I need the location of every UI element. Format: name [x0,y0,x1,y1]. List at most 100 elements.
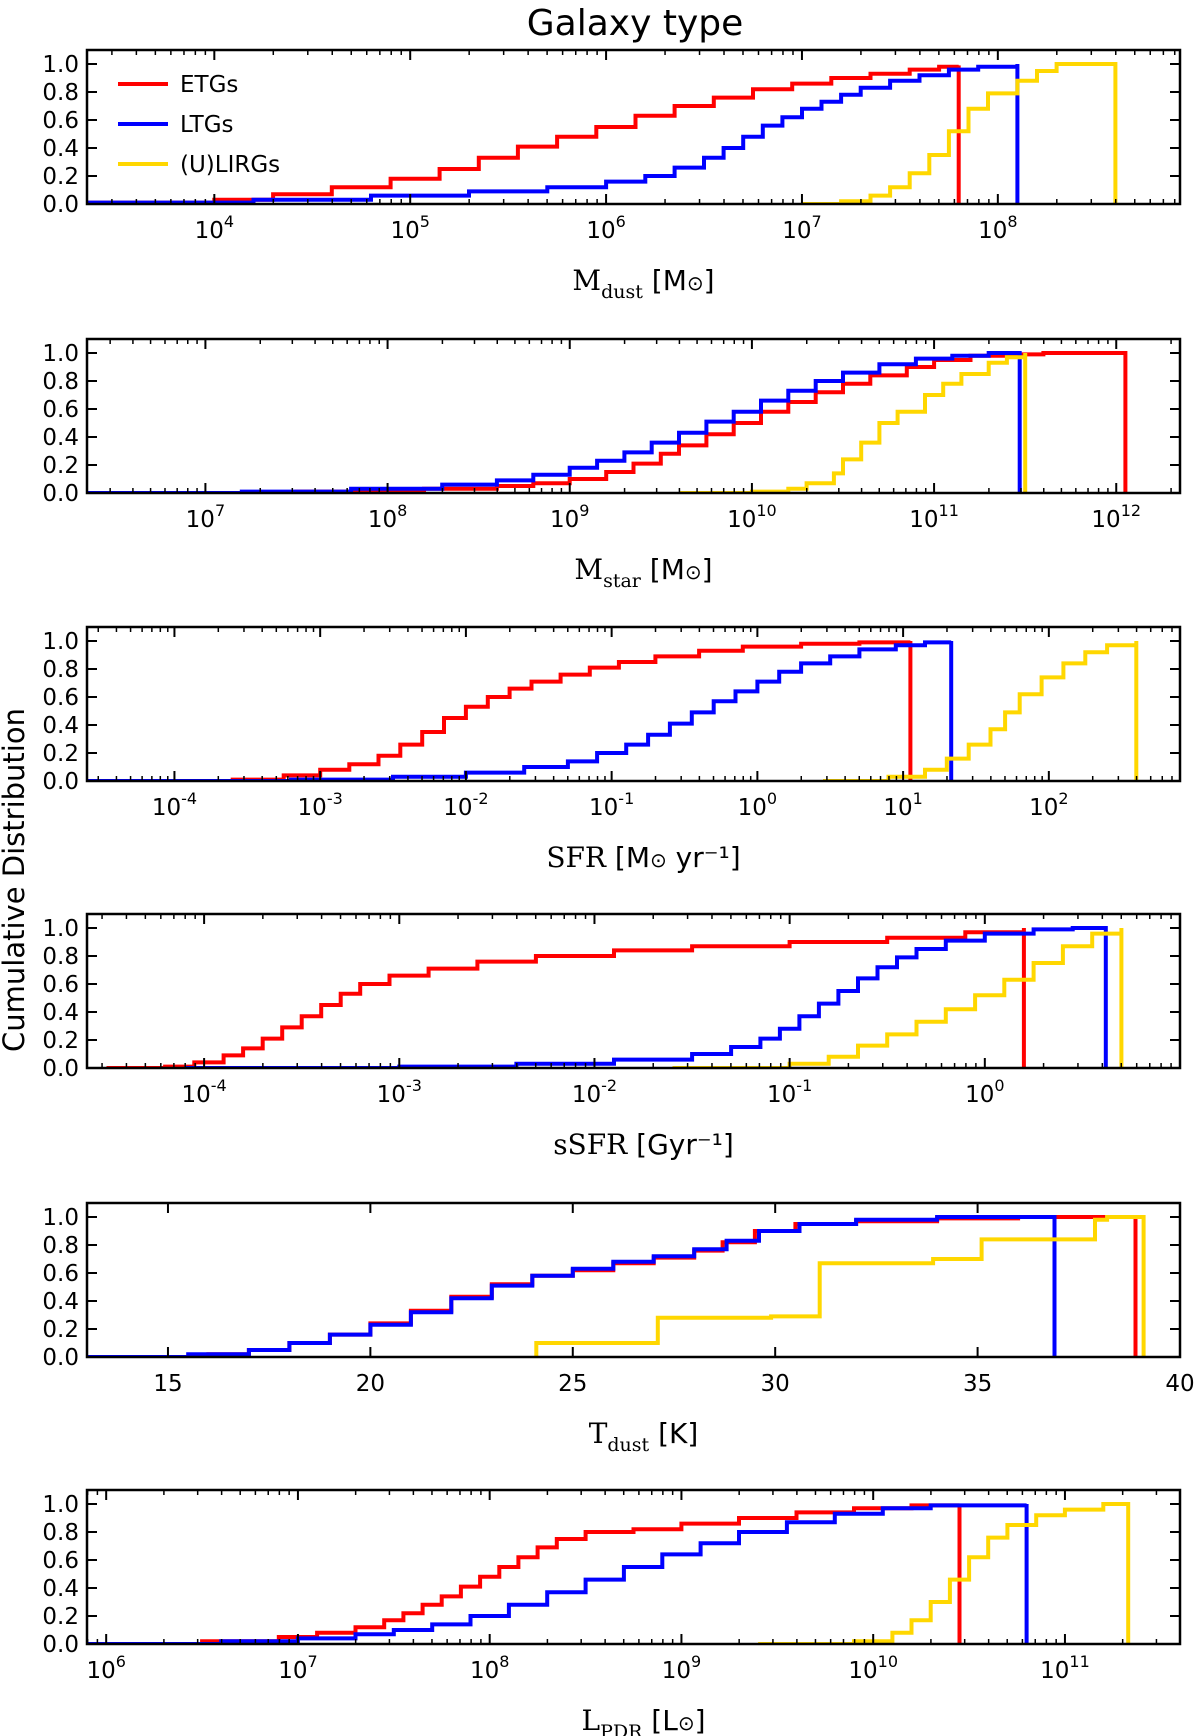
x-axis-label-unit-end: ] [695,1704,706,1736]
y-tick-label: 0.8 [42,944,79,970]
x-tick-label: 108 [368,501,407,533]
x-axis-label: Mstar [M⊙] [574,553,712,592]
series-line-ltgs [87,351,1022,493]
x-tick-exponent: 8 [397,501,407,520]
x-tick-label: 15 [153,1371,182,1397]
x-tick-base: 20 [356,1371,385,1397]
x-tick-base: 10 [152,795,181,821]
x-tick-label: 1012 [1091,501,1141,533]
y-tick-label: 0.0 [42,769,79,795]
x-axis-label-unit-end: yr⁻¹] [667,841,741,874]
y-tick-label: 0.4 [42,425,79,451]
x-tick-base: 10 [572,1082,601,1108]
x-tick-base: 10 [767,1082,796,1108]
x-tick-base: 10 [181,1082,210,1108]
y-tick-label: 0.2 [42,164,79,190]
x-tick-exponent: 1 [913,789,923,808]
x-tick-label: 106 [86,1652,125,1684]
x-tick-label: 10-1 [589,789,634,821]
plot-frame [85,912,1182,1070]
series-line-ltgs [184,926,1108,1068]
y-tick-label: 1.0 [42,1205,79,1231]
y-tick-label: 0.6 [42,972,79,998]
x-tick-label: 10-1 [767,1076,812,1108]
y-tick-label: 0.2 [42,1317,79,1343]
x-axis-label-unit-end: ] [704,264,715,297]
x-axis-label-sub: star [603,570,642,592]
x-tick-label: 107 [186,501,225,533]
series-line-ltgs [87,64,1020,204]
x-tick-exponent: 12 [1121,501,1141,520]
x-tick-exponent: -1 [618,789,634,808]
x-tick-exponent: 8 [499,1652,509,1671]
x-tick-exponent: -4 [211,1076,227,1095]
y-tick-label: 0.0 [42,1056,79,1082]
x-tick-base: 10 [443,795,472,821]
x-tick-label: 107 [782,212,821,244]
legend: ETGs LTGs (U)LIRGs [118,72,280,178]
x-tick-base: 10 [1091,507,1120,533]
series-line--u-lirgs [758,1502,1131,1644]
x-tick-label: 25 [558,1371,587,1397]
x-tick-base: 10 [738,795,767,821]
x-axis-label-unit: [K] [649,1417,698,1450]
x-axis-label: sSFR [Gyr⁻¹] [553,1128,734,1161]
x-tick-base: 35 [963,1371,992,1397]
x-tick-label: 10-2 [572,1076,617,1108]
y-tick-label: 0.4 [42,1000,79,1026]
x-axis-label-main: M [572,264,601,297]
x-tick-label: 102 [1029,789,1068,821]
x-tick-base: 25 [558,1371,587,1397]
x-tick-exponent: 6 [116,1652,126,1671]
x-axis-label-unit-symbol: ⊙ [685,560,702,584]
y-tick-label: 0.4 [42,1289,79,1315]
x-tick-exponent: 0 [767,789,777,808]
x-axis-label: LPDR [L⊙] [581,1704,705,1736]
x-tick-base: 10 [848,1658,877,1684]
x-tick-base: 30 [761,1371,790,1397]
x-tick-base: 10 [662,1658,691,1684]
x-axis-label-unit: [M [643,264,687,297]
y-tick-label: 0.6 [42,397,79,423]
x-tick-exponent: 10 [756,501,776,520]
x-tick-exponent: 7 [812,212,822,231]
y-tick-label: 0.2 [42,453,79,479]
x-tick-label: 10-3 [298,789,343,821]
x-tick-base: 10 [377,1082,406,1108]
x-tick-label: 10-4 [181,1076,226,1108]
x-tick-exponent: 9 [691,1652,701,1671]
series-line--u-lirgs [823,641,1139,781]
x-tick-exponent: 10 [878,1652,898,1671]
y-tick-label: 0.8 [42,1520,79,1546]
x-axis-label-sub: dust [607,1434,649,1456]
x-tick-base: 10 [278,1658,307,1684]
x-axis-label: Tdust [K] [589,1417,699,1456]
x-axis-label-sub: PDR [600,1721,643,1736]
x-axis-label-unit-symbol: ⁻¹ [697,1128,723,1161]
panel-ssfr: 0.00.20.40.60.81.010-4 10-3 10-2 10-1 100sSF… [42,912,1182,1161]
x-tick-exponent: -1 [796,1076,812,1095]
y-tick-label: 0.2 [42,1028,79,1054]
figure-title: Galaxy type [527,3,744,44]
series-line-etgs [87,1215,1138,1357]
plot-frame [85,1488,1182,1646]
x-tick-exponent: 2 [1058,789,1068,808]
y-tick-label: 0.0 [42,1632,79,1658]
x-tick-base: 10 [978,218,1007,244]
legend-label: (U)LIRGs [180,152,280,178]
plot-frame [85,625,1182,783]
x-tick-base: 10 [470,1658,499,1684]
y-tick-label: 0.4 [42,136,79,162]
series-line-ltgs [87,1503,1029,1644]
x-tick-exponent: -2 [473,789,489,808]
legend-label: ETGs [180,72,238,98]
x-tick-exponent: 9 [579,501,589,520]
x-tick-base: 10 [298,795,327,821]
x-tick-label: 107 [278,1652,317,1684]
series-line-etgs [87,1503,962,1644]
x-tick-label: 10-4 [152,789,197,821]
